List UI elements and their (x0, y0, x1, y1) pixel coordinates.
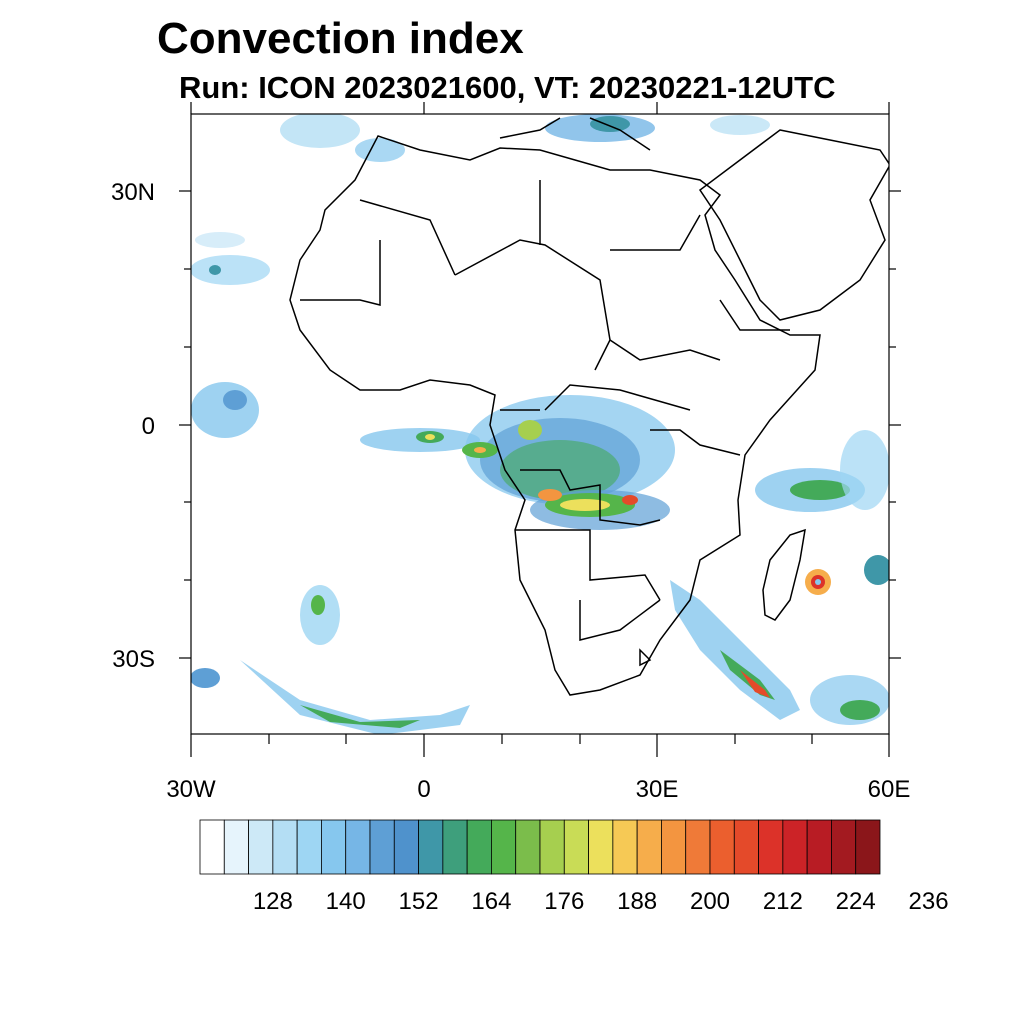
colorbar-swatch (733, 819, 759, 875)
colorbar-swatch (782, 819, 808, 875)
lat-label-30n: 30N (110, 179, 155, 206)
lat-label-0: 0 (141, 413, 155, 440)
colorbar-swatch (199, 819, 225, 875)
coastlines (289, 117, 889, 696)
colorbar-swatch (806, 819, 832, 875)
lat-label-30s: 30S (112, 646, 155, 673)
colorbar-swatch (223, 819, 249, 875)
colorbar-swatch (661, 819, 687, 875)
colorbar-tick-label: 224 (835, 888, 876, 915)
colorbar-swatch (393, 819, 419, 875)
colorbar-swatch (515, 819, 541, 875)
colorbar-tick-label: 188 (617, 888, 658, 915)
colorbar-swatch (272, 819, 298, 875)
map-frame (190, 113, 890, 735)
colorbar-tick-label: 152 (398, 888, 439, 915)
colorbar-swatch (248, 819, 274, 875)
colorbar-tick-label: 164 (471, 888, 512, 915)
colorbar-swatch (321, 819, 347, 875)
lon-label-60e: 60E (867, 776, 911, 803)
axis-ticks (179, 102, 901, 757)
colorbar-tick-label: 176 (544, 888, 585, 915)
map-subtitle: Run: ICON 2023021600, VT: 20230221-12UTC (179, 70, 836, 105)
map-title: Convection index (157, 14, 524, 63)
colorbar-tick-label: 200 (689, 888, 731, 915)
colorbar-swatch (563, 819, 589, 875)
convection-field (191, 114, 889, 734)
colorbar-swatch (709, 819, 735, 875)
colorbar-swatch (758, 819, 784, 875)
colorbar-swatch (466, 819, 492, 875)
colorbar-tick-label: 128 (252, 888, 293, 915)
colorbar-swatch (418, 819, 444, 875)
colorbar-swatch (636, 819, 662, 875)
lon-label-0: 0 (417, 776, 431, 803)
colorbar-swatch (369, 819, 395, 875)
colorbar-swatch (442, 819, 468, 875)
colorbar-swatch (831, 819, 857, 875)
colorbar-swatch (855, 819, 881, 875)
colorbar-swatch (612, 819, 638, 875)
lon-label-30e: 30E (635, 776, 679, 803)
colorbar-swatch (296, 819, 322, 875)
colorbar-swatch (685, 819, 711, 875)
colorbar-swatch (491, 819, 517, 875)
colorbar-tick-label: 140 (325, 888, 366, 915)
colorbar-swatch (345, 819, 371, 875)
colorbar-tick-label: 212 (762, 888, 803, 915)
colorbar-swatch (588, 819, 614, 875)
lon-label-30w: 30W (166, 776, 216, 803)
colorbar-swatch (539, 819, 565, 875)
colorbar-tick-label: 236 (908, 888, 949, 915)
